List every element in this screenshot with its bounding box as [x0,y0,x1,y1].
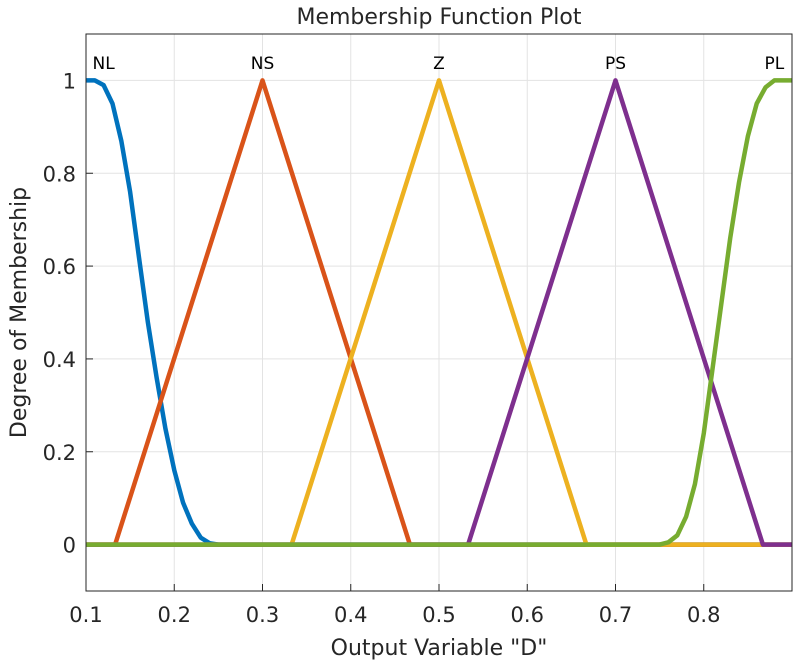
series-line-pl [86,78,792,547]
y-tick-labels: 0 0.2 0.4 0.6 0.8 1 [43,69,76,557]
membership-label-z: Z [433,54,445,74]
x-tick-label: 0.2 [158,603,191,627]
x-tick-label: 0.3 [246,603,279,627]
x-tick-label: 0.4 [334,603,367,627]
membership-label-nl: NL [93,54,116,74]
x-tick-label: 0.5 [422,603,455,627]
grid [85,34,792,591]
axes-frame [85,33,793,592]
x-tick-labels: 0.1 0.2 0.3 0.4 0.5 0.6 0.7 0.8 [69,603,720,627]
y-tick-label: 0.8 [43,162,76,186]
y-tick-label: 0 [63,534,76,558]
membership-label-ns: NS [251,54,275,74]
series-line-nl [86,78,792,547]
y-axis-label: Degree of Membership [7,187,32,438]
membership-label-pl: PL [764,54,784,74]
x-tick-label: 0.8 [687,603,720,627]
x-tick-label: 0.7 [599,603,632,627]
y-tick-label: 0.2 [43,441,76,465]
series-lines [86,78,792,547]
x-tick-label: 0.1 [69,603,102,627]
chart-title: Membership Function Plot [296,5,581,30]
x-tick-label: 0.6 [511,603,544,627]
x-axis-label: Output Variable "D" [331,636,548,661]
y-tick-label: 0.4 [43,348,76,372]
y-tick-label: 0.6 [43,255,76,279]
membership-label-ps: PS [605,54,626,74]
y-tick-label: 1 [63,69,76,93]
membership-labels: NL NS Z PS PL [93,54,785,74]
